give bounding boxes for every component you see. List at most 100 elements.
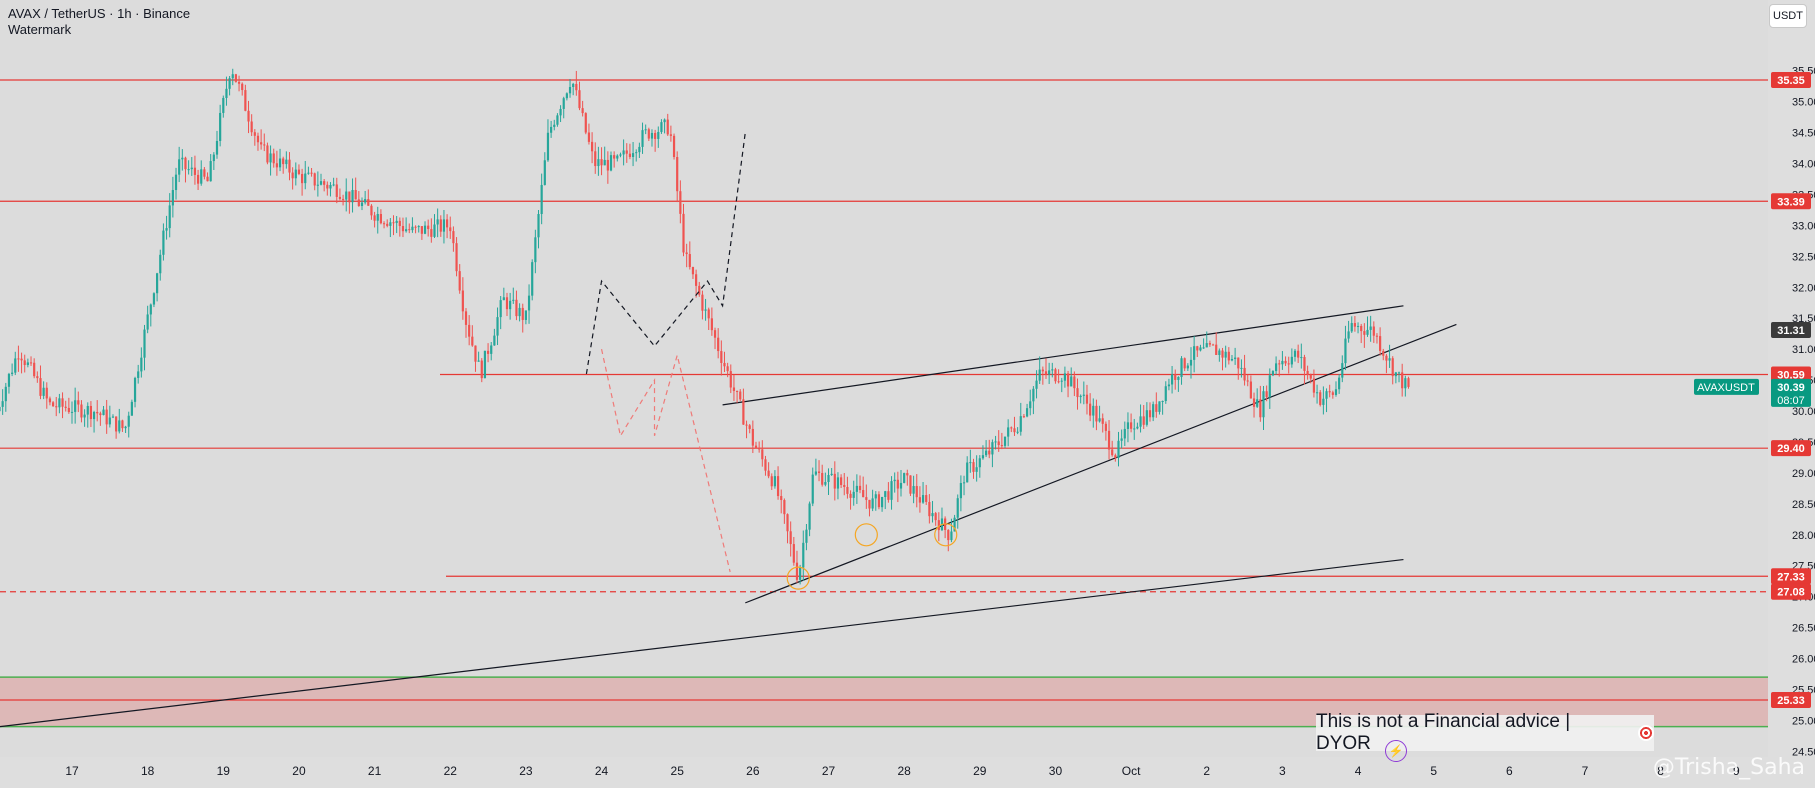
candle-body <box>29 362 33 364</box>
x-tick-label: 25 <box>671 764 685 778</box>
candle-body <box>862 490 865 498</box>
candle-body <box>386 223 389 226</box>
candle-body <box>720 351 723 363</box>
candle-body <box>647 129 650 139</box>
candle-body <box>241 83 244 91</box>
candle-body <box>590 141 594 152</box>
candle-body <box>108 417 111 425</box>
candle-body <box>956 498 959 518</box>
candle-body <box>253 132 256 136</box>
candle-body <box>458 271 461 291</box>
candle-body <box>1259 399 1262 418</box>
candle-body <box>1199 347 1202 351</box>
candle-body <box>313 173 316 186</box>
candle-body <box>1016 431 1019 433</box>
candle-body <box>464 311 468 325</box>
candle-body <box>1391 358 1394 377</box>
candle-body <box>776 476 780 497</box>
candle-body <box>644 129 647 131</box>
y-tick-label: 32.50 <box>1792 251 1815 263</box>
candle-body <box>364 199 367 203</box>
trend-line-1 <box>745 323 1457 604</box>
x-tick-label: 4 <box>1355 764 1362 778</box>
candle-body <box>821 473 824 485</box>
candle-body <box>1183 358 1186 369</box>
price-tag-30.59 <box>1771 366 1811 383</box>
current-price-tag <box>1771 378 1811 407</box>
symbol-tag-label: AVAXUSDT <box>1697 382 1755 394</box>
candle-body <box>780 496 783 501</box>
candle-body <box>613 155 616 159</box>
candle-body <box>23 360 26 365</box>
candle-body <box>471 336 474 346</box>
candle-body <box>178 159 181 175</box>
candle-body <box>849 493 852 498</box>
candle-body <box>392 222 395 224</box>
candle-body <box>351 190 354 203</box>
candle-body <box>622 150 625 155</box>
candle-body <box>770 476 773 487</box>
candle-body <box>1073 376 1076 389</box>
candle-body <box>1032 388 1035 402</box>
highlight-circle-2 <box>934 523 958 547</box>
candle-body <box>439 219 442 232</box>
candle-body <box>550 126 553 133</box>
price-tag-33.39 <box>1771 193 1811 210</box>
candle-body <box>51 402 55 407</box>
candle-body <box>786 514 789 532</box>
candle-body <box>203 169 206 177</box>
candle-body <box>609 155 613 171</box>
candle-body <box>4 386 7 402</box>
candle-body <box>20 358 23 361</box>
chart-header: AVAX / TetherUS · 1h · Binance Watermark <box>8 6 190 38</box>
candle-body <box>603 159 606 166</box>
candle-body <box>105 409 108 425</box>
candle-body <box>263 144 266 146</box>
candle-body <box>524 310 527 320</box>
candle-body <box>1120 438 1123 441</box>
candle-body <box>559 108 562 116</box>
candle-body <box>802 542 805 568</box>
candle-body <box>215 140 219 155</box>
candle-body <box>398 220 401 227</box>
candle-body <box>1076 388 1079 398</box>
lightning-icon[interactable]: ⚡ <box>1385 740 1407 762</box>
candle-body <box>758 448 761 450</box>
candle-body <box>143 329 146 358</box>
candle-body <box>433 224 436 237</box>
candle-body <box>679 191 682 214</box>
candle-body <box>578 90 581 109</box>
candle-body <box>360 202 364 207</box>
candle-body <box>39 378 42 396</box>
candle-body <box>174 174 178 191</box>
candle-body <box>1344 338 1347 364</box>
candle-body <box>133 377 137 402</box>
candle-body <box>1360 325 1363 332</box>
candle-body <box>726 366 729 372</box>
x-tick-label: 26 <box>746 764 760 778</box>
candle-body <box>184 157 187 170</box>
candle-body <box>1057 381 1060 383</box>
candle-body <box>833 473 836 489</box>
candle-body <box>382 223 386 225</box>
candle-body <box>1089 403 1092 416</box>
candle-body <box>427 225 430 230</box>
candle-body <box>389 222 392 226</box>
candle-body <box>206 176 209 182</box>
candle-body <box>745 424 748 426</box>
candle-body <box>1334 389 1338 395</box>
price-tag-label: 31.31 <box>1777 325 1805 337</box>
candle-body <box>156 273 159 294</box>
candle-body <box>1347 331 1350 339</box>
price-tag-label: 35.35 <box>1777 75 1805 87</box>
candle-body <box>527 295 531 311</box>
candle-body <box>1139 416 1142 427</box>
candle-body <box>978 458 981 468</box>
candle-body <box>1041 369 1044 372</box>
candle-body <box>237 81 241 84</box>
candle-body <box>357 199 360 207</box>
candle-body <box>1221 350 1224 358</box>
currency-button[interactable]: USDT <box>1769 4 1807 28</box>
